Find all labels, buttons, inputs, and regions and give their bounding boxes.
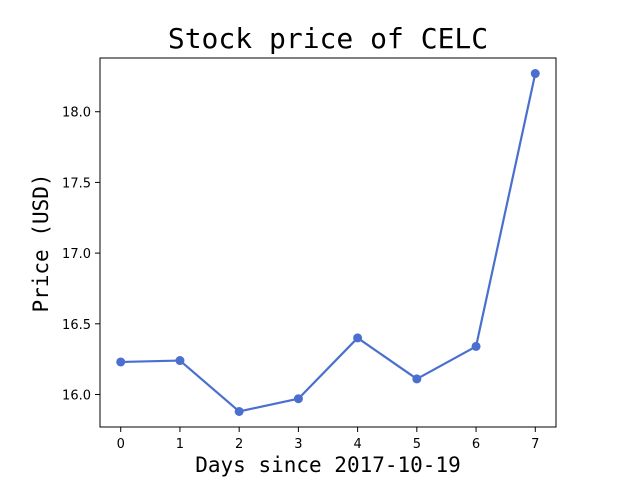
data-point-6 xyxy=(471,341,481,351)
x-tick-label-1: 1 xyxy=(176,437,184,452)
data-point-4 xyxy=(353,333,363,343)
y-tick-label-3: 17.5 xyxy=(62,176,91,191)
x-tick-label-3: 3 xyxy=(294,437,302,452)
y-tick-label-4: 18.0 xyxy=(62,106,91,121)
axis-ticks: 0 1 2 3 4 5 6 7 16.0 16.5 17.0 17.5 18.0 xyxy=(62,106,539,452)
x-tick-label-6: 6 xyxy=(472,437,480,452)
y-axis-label: Price (USD) xyxy=(29,173,53,312)
data-point-0 xyxy=(116,357,126,367)
x-tick-label-4: 4 xyxy=(353,437,361,452)
y-tick-label-1: 16.5 xyxy=(62,318,91,333)
data-point-5 xyxy=(412,374,422,384)
data-point-3 xyxy=(293,394,303,404)
x-tick-label-0: 0 xyxy=(117,437,125,452)
data-point-2 xyxy=(234,406,244,416)
x-tick-label-5: 5 xyxy=(413,437,421,452)
y-tick-label-2: 17.0 xyxy=(62,247,91,262)
data-point-7 xyxy=(530,69,540,79)
series-group xyxy=(116,69,540,416)
plot-frame xyxy=(99,57,557,428)
data-point-1 xyxy=(175,356,185,366)
y-tick-label-0: 16.0 xyxy=(62,388,91,403)
chart-title: Stock price of CELC xyxy=(168,22,488,55)
series-line-0 xyxy=(120,73,537,413)
x-tick-label-7: 7 xyxy=(531,437,539,452)
x-axis-label: Days since 2017-10-19 xyxy=(195,453,461,477)
x-tick-label-2: 2 xyxy=(235,437,243,452)
